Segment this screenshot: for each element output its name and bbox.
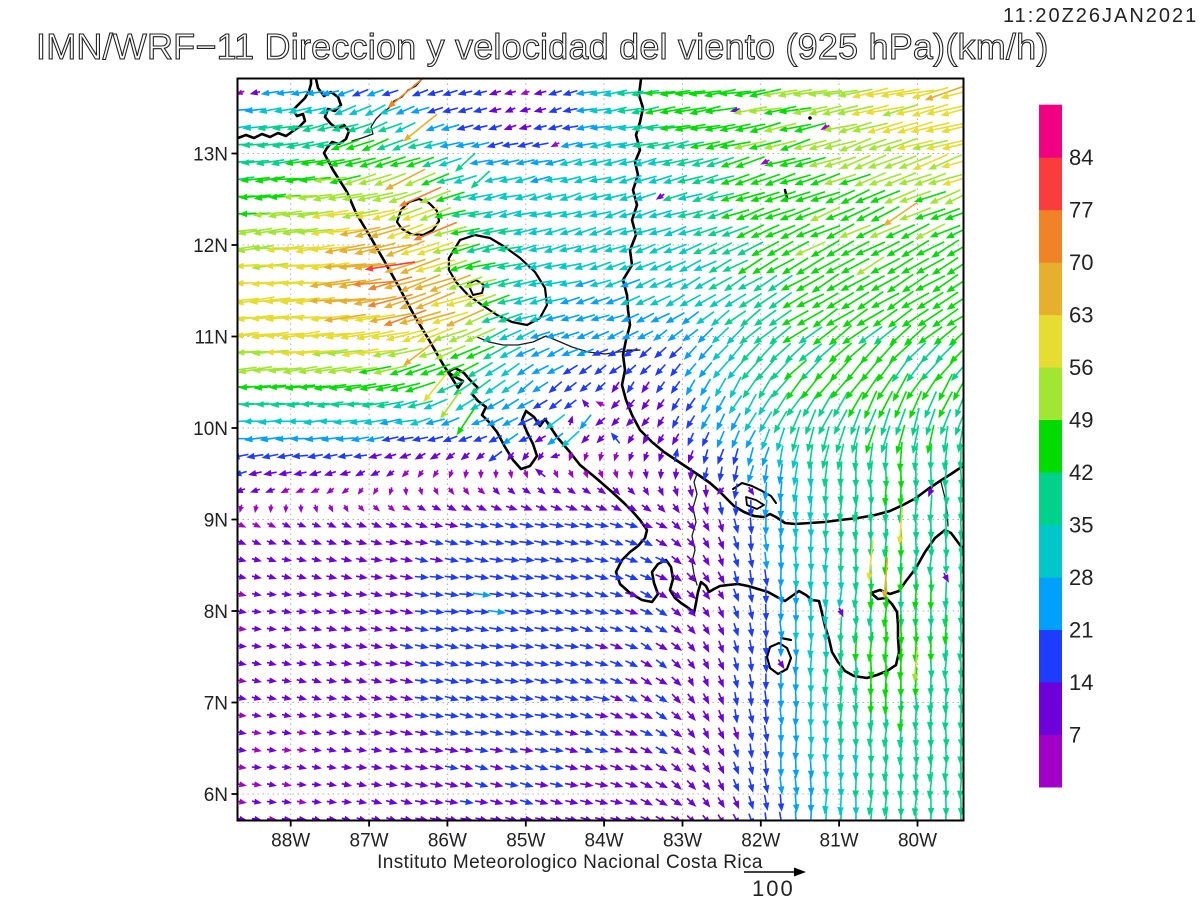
svg-text:11:20Z26JAN2021: 11:20Z26JAN2021	[1003, 5, 1198, 27]
svg-text:86W: 86W	[428, 831, 467, 852]
svg-text:82W: 82W	[741, 831, 780, 852]
svg-text:8N: 8N	[204, 602, 228, 623]
svg-text:21: 21	[1069, 618, 1093, 643]
svg-text:77: 77	[1069, 198, 1093, 223]
svg-text:84: 84	[1069, 145, 1093, 170]
svg-text:80W: 80W	[898, 831, 937, 852]
svg-text:70: 70	[1069, 250, 1093, 275]
svg-text:7N: 7N	[204, 694, 228, 715]
svg-text:63: 63	[1069, 303, 1093, 328]
svg-text:IMN/WRF−11 Direccion y velocid: IMN/WRF−11 Direccion y velocidad del vie…	[36, 26, 1049, 67]
svg-text:9N: 9N	[204, 511, 228, 532]
svg-text:56: 56	[1069, 355, 1093, 380]
svg-text:Instituto Meteorologico Nacion: Instituto Meteorologico Nacional Costa R…	[377, 852, 763, 873]
svg-text:11N: 11N	[195, 328, 228, 349]
svg-text:13N: 13N	[193, 145, 228, 166]
svg-text:88W: 88W	[271, 831, 310, 852]
svg-text:6N: 6N	[204, 785, 228, 806]
svg-text:84W: 84W	[585, 831, 624, 852]
svg-text:87W: 87W	[350, 831, 389, 852]
svg-text:12N: 12N	[193, 236, 228, 257]
svg-text:49: 49	[1069, 408, 1093, 433]
svg-text:35: 35	[1069, 513, 1093, 538]
svg-text:83W: 83W	[663, 831, 702, 852]
svg-text:10N: 10N	[193, 419, 228, 440]
svg-text:85W: 85W	[506, 831, 545, 852]
svg-text:14: 14	[1069, 670, 1093, 695]
svg-text:42: 42	[1069, 460, 1093, 485]
svg-text:7: 7	[1069, 723, 1081, 748]
svg-text:81W: 81W	[820, 831, 859, 852]
svg-text:28: 28	[1069, 565, 1093, 590]
svg-text:100: 100	[752, 876, 795, 900]
